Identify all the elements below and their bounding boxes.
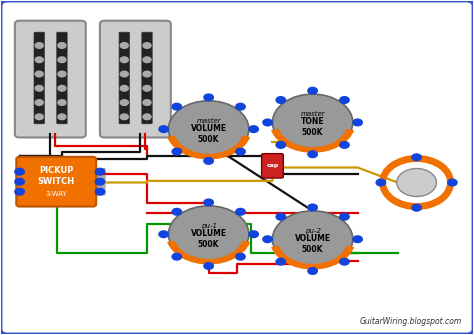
- Circle shape: [340, 142, 349, 148]
- Text: cap: cap: [266, 163, 279, 168]
- Circle shape: [15, 168, 24, 175]
- Circle shape: [276, 213, 285, 220]
- Circle shape: [143, 114, 151, 120]
- Circle shape: [58, 43, 66, 48]
- Circle shape: [276, 142, 285, 148]
- FancyBboxPatch shape: [90, 176, 106, 187]
- Circle shape: [397, 169, 437, 197]
- Circle shape: [353, 236, 362, 243]
- Circle shape: [204, 199, 213, 206]
- Text: pu-1: pu-1: [201, 223, 217, 229]
- Circle shape: [273, 94, 353, 151]
- Text: pu-2: pu-2: [305, 228, 320, 234]
- Circle shape: [308, 268, 318, 274]
- Text: 500K: 500K: [198, 135, 219, 144]
- Circle shape: [143, 71, 151, 77]
- Circle shape: [276, 97, 285, 103]
- Circle shape: [236, 103, 245, 110]
- Wedge shape: [167, 241, 250, 265]
- Circle shape: [308, 87, 318, 94]
- Circle shape: [308, 204, 318, 211]
- Circle shape: [35, 57, 43, 63]
- Text: VOLUME: VOLUME: [191, 124, 227, 133]
- Circle shape: [353, 119, 362, 126]
- FancyBboxPatch shape: [34, 32, 45, 124]
- Text: master: master: [301, 111, 325, 117]
- Circle shape: [249, 126, 258, 132]
- Circle shape: [143, 100, 151, 106]
- Circle shape: [412, 154, 421, 160]
- Text: 3-WAY: 3-WAY: [46, 191, 67, 197]
- Circle shape: [159, 126, 168, 132]
- Circle shape: [95, 188, 105, 195]
- Circle shape: [340, 213, 349, 220]
- FancyBboxPatch shape: [142, 32, 152, 124]
- Text: SWITCH: SWITCH: [37, 177, 75, 186]
- Circle shape: [168, 206, 249, 263]
- Circle shape: [143, 85, 151, 91]
- Circle shape: [376, 179, 385, 186]
- Circle shape: [236, 253, 245, 260]
- Text: GuitarWiring.blogspot.com: GuitarWiring.blogspot.com: [359, 317, 462, 326]
- Circle shape: [58, 85, 66, 91]
- Circle shape: [58, 114, 66, 120]
- FancyBboxPatch shape: [90, 185, 106, 195]
- Circle shape: [35, 114, 43, 120]
- Circle shape: [236, 148, 245, 155]
- Circle shape: [120, 71, 128, 77]
- Circle shape: [120, 100, 128, 106]
- Circle shape: [95, 178, 105, 185]
- Circle shape: [58, 71, 66, 77]
- Circle shape: [273, 211, 353, 268]
- Circle shape: [35, 85, 43, 91]
- FancyBboxPatch shape: [57, 32, 67, 124]
- Circle shape: [236, 208, 245, 215]
- FancyBboxPatch shape: [90, 168, 106, 179]
- Circle shape: [172, 253, 182, 260]
- Text: master: master: [196, 118, 221, 124]
- Circle shape: [276, 258, 285, 265]
- Circle shape: [95, 168, 105, 175]
- Circle shape: [168, 101, 249, 157]
- Circle shape: [58, 100, 66, 106]
- Circle shape: [120, 57, 128, 63]
- Text: PICKUP: PICKUP: [39, 166, 73, 175]
- Circle shape: [35, 43, 43, 48]
- Circle shape: [15, 178, 24, 185]
- Circle shape: [143, 43, 151, 48]
- Circle shape: [120, 114, 128, 120]
- Circle shape: [340, 97, 349, 103]
- Circle shape: [249, 231, 258, 238]
- Circle shape: [204, 263, 213, 269]
- Circle shape: [172, 148, 182, 155]
- Circle shape: [447, 179, 457, 186]
- FancyBboxPatch shape: [119, 32, 129, 124]
- Circle shape: [412, 204, 421, 211]
- Circle shape: [143, 57, 151, 63]
- Circle shape: [263, 236, 273, 243]
- Text: VOLUME: VOLUME: [294, 234, 331, 243]
- Circle shape: [120, 85, 128, 91]
- Circle shape: [172, 208, 182, 215]
- Text: VOLUME: VOLUME: [191, 229, 227, 238]
- Circle shape: [263, 119, 273, 126]
- Text: 500K: 500K: [302, 128, 323, 137]
- FancyBboxPatch shape: [262, 154, 283, 178]
- FancyBboxPatch shape: [16, 157, 96, 207]
- Wedge shape: [271, 246, 354, 270]
- Circle shape: [204, 94, 213, 101]
- Circle shape: [15, 188, 24, 195]
- Wedge shape: [167, 136, 250, 159]
- Circle shape: [159, 231, 168, 238]
- Text: TONE: TONE: [301, 117, 324, 126]
- Text: 500K: 500K: [198, 240, 219, 249]
- Circle shape: [308, 151, 318, 157]
- Circle shape: [172, 103, 182, 110]
- Circle shape: [204, 157, 213, 164]
- FancyBboxPatch shape: [15, 21, 86, 137]
- Circle shape: [35, 71, 43, 77]
- FancyBboxPatch shape: [100, 21, 171, 137]
- Circle shape: [58, 57, 66, 63]
- Circle shape: [340, 258, 349, 265]
